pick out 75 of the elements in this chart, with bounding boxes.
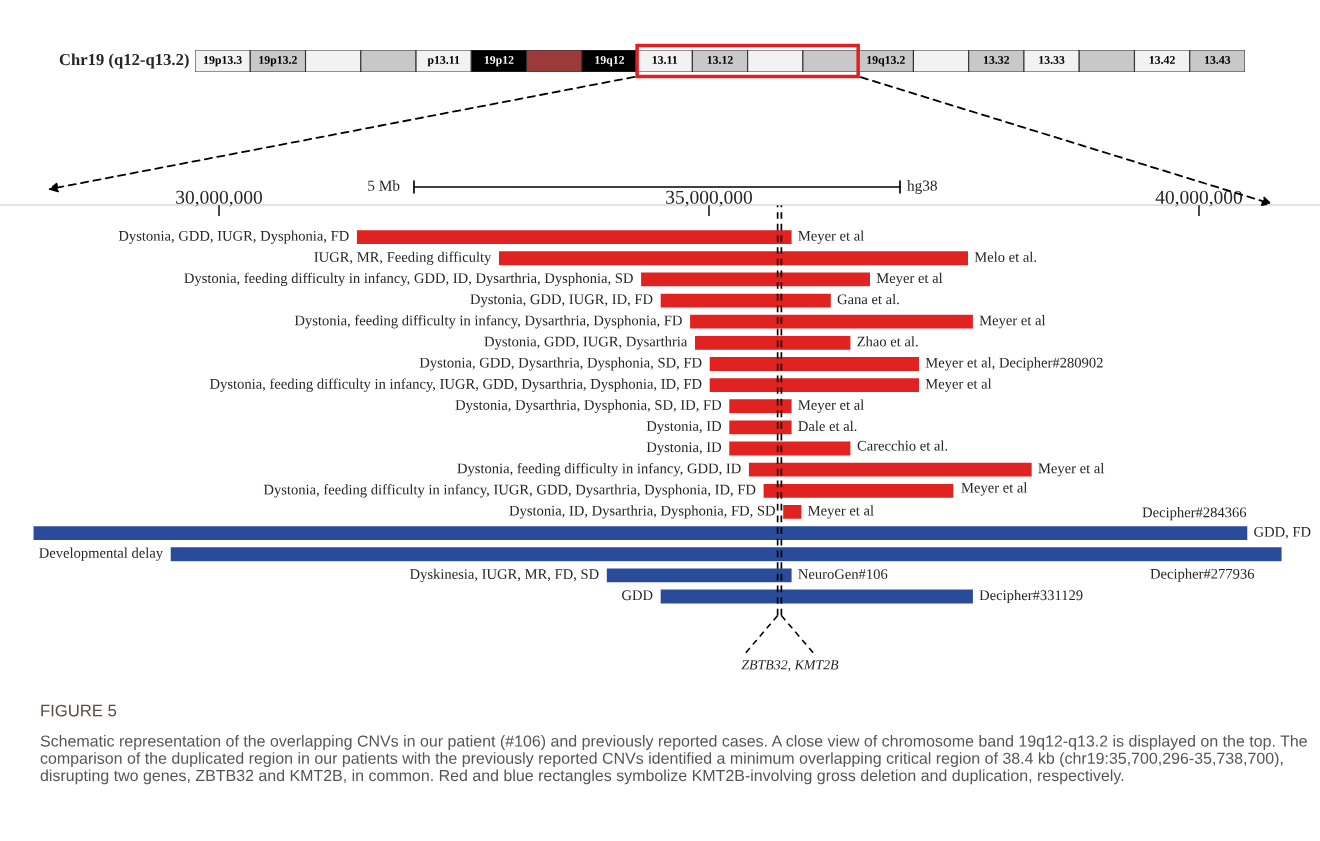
category-label: Dystonia, GDD, Dysarthria, Dysphonia, SD, FD (419, 357, 702, 371)
bar (605, 567, 793, 584)
category-label: 13.32 (983, 56, 1010, 65)
annotation: Meyer et al (925, 378, 992, 392)
category-label: GDD, FD (1254, 526, 1311, 539)
bar (169, 545, 1283, 563)
category-label: Dystonia, ID (646, 421, 722, 434)
bar (688, 313, 975, 330)
text: hg38 (907, 180, 937, 194)
category-label: 19q13.2 (867, 56, 905, 67)
bar (355, 228, 793, 246)
annotation: Zhao et al. (857, 336, 918, 347)
annotation: Meyer et al (979, 315, 1046, 329)
category-label: Dyskinesia, IUGR, MR, FD, SD (409, 568, 599, 582)
annotation: Meyer et al (798, 230, 864, 244)
bar (497, 249, 970, 267)
annotation: Meyer et al (1038, 463, 1105, 477)
category-label: IUGR, MR, Feeding difficulty (314, 251, 492, 265)
bar (727, 397, 793, 415)
annotation: Decipher#331129 (979, 589, 1083, 604)
bar (762, 482, 955, 500)
annotation: Decipher#277936 (1150, 568, 1255, 582)
annotation: Meyer et al (876, 272, 943, 287)
category-label: Dystonia, feeding difficulty in infancy, IUGR, GDD, Dysarthria, Dysphonia, ID, FD (263, 484, 756, 498)
annotation: Meyer et al (808, 505, 874, 519)
annotation: Dale et al. (798, 420, 857, 432)
bar (639, 271, 872, 288)
category-label: Dystonia, Dysarthria, Dysphonia, SD, ID, FD (455, 399, 722, 413)
category-label: Dystonia, GDD, IUGR, Dysphonia, FD (118, 230, 349, 244)
annotation: Meyer et al (798, 399, 864, 413)
bar (708, 355, 921, 373)
category-label: 13.33 (1039, 56, 1065, 65)
category-label: Dystonia, GDD, IUGR, Dysarthria (484, 336, 688, 350)
annotation: Melo et al. (974, 251, 1037, 262)
category-label: 13.42 (1149, 56, 1175, 65)
annotation: Carecchio et al. (857, 440, 948, 451)
annotation: Meyer et al, Decipher#280902 (925, 357, 1103, 371)
bar (727, 419, 793, 436)
annotation: Gana et al. (837, 293, 899, 305)
category-label: Dystonia, ID, Dysarthria, Dysphonia, FD, SD (509, 505, 775, 519)
category-label: p13.11 (427, 56, 460, 67)
x-tick-label: 30,000,000 (176, 190, 263, 207)
text: 5 Mb (368, 180, 400, 191)
text: Schematic representation of the overlapping CNVs in our patient (#106) and previously reported cases. A close view of chromosome band 19q12-q13.2 is displayed on the top. The comparison of the duplicated region in our patients with the previously reported CNVs identified a minimum overlapping critical region of 38.4 kb (chr19:35,700,296-35,738,700), disrupting two genes, ZBTB32 and KMT2B, in common. Red and blue rectangles symbolize KMT2B-involving gross deletion and duplication, respectively. (40, 735, 1307, 785)
bar (727, 440, 852, 457)
category-label: Dystonia, feeding difficulty in infancy, GDD, ID, Dysarthria, Dysphonia, SD (184, 272, 633, 287)
category-label: 13.43 (1205, 56, 1231, 65)
category-label: 13.12 (707, 56, 733, 65)
text: Chr19 (q12-q13.2) (59, 53, 189, 69)
bar (659, 292, 833, 309)
category-label: Dystonia, feeding difficulty in infancy, Dysarthria, Dysphonia, FD (294, 314, 682, 329)
category-label: 19p13.3 (204, 56, 242, 67)
bar (32, 524, 1249, 542)
category-label: GDD (622, 590, 653, 601)
bar (747, 461, 1034, 478)
text: ZBTB32, KMT2B (741, 660, 839, 672)
category-label: Dystonia, feeding difficulty in infancy, IUGR, GDD, Dysarthria, Dysphonia, ID, FD (209, 378, 702, 392)
category-label: 19p12 (484, 56, 514, 67)
category-label: 19p13.2 (259, 56, 297, 67)
category-label: Developmental delay (39, 547, 164, 561)
bar (781, 503, 803, 521)
bar (693, 334, 852, 352)
text: FIGURE 5 (41, 704, 117, 717)
category-label: Dystonia, feeding difficulty in infancy, GDD, ID (457, 462, 741, 477)
bar (659, 588, 975, 605)
bar (708, 376, 921, 394)
annotation: Decipher#284366 (1142, 507, 1247, 521)
x-tick-label: 35,000,000 (666, 190, 753, 207)
x-tick-label: 40,000,000 (1155, 190, 1242, 207)
category-label: 19q12 (595, 56, 625, 67)
category-label: Dystonia, GDD, IUGR, ID, FD (470, 294, 653, 308)
category-label: Dystonia, ID (646, 442, 722, 456)
annotation: Meyer et al (961, 482, 1028, 496)
category-label: 13.11 (652, 56, 678, 65)
annotation: NeuroGen#106 (798, 569, 888, 580)
